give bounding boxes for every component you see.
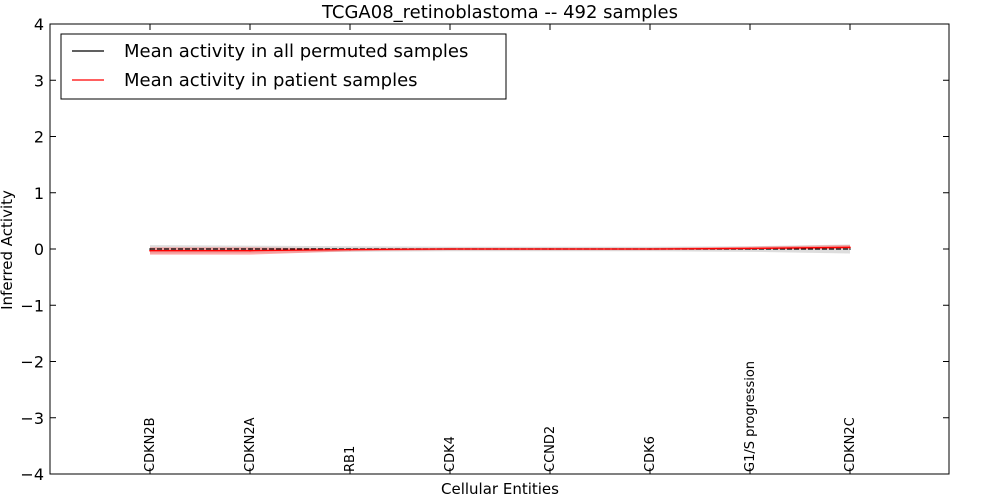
legend: Mean activity in all permuted samples Mea… <box>60 33 507 100</box>
y-tick-label: −3 <box>20 409 44 428</box>
x-tick-label: CDK6 <box>643 436 658 472</box>
y-axis-label: Inferred Activity <box>0 190 16 310</box>
x-axis-label: Cellular Entities <box>441 480 559 498</box>
x-tick-label: CDKN2A <box>243 417 258 472</box>
data-point-s0-0 <box>149 248 151 250</box>
data-point-s1-2 <box>349 248 351 251</box>
x-tick-label: RB1 <box>343 446 358 472</box>
y-tick-label: 4 <box>34 15 44 34</box>
x-tick-label: CCND2 <box>543 426 558 472</box>
data-point-s1-3 <box>449 248 451 250</box>
y-tick-label: −2 <box>20 353 44 372</box>
y-tick-label: −1 <box>20 296 44 315</box>
y-axis: −4 −3 −2 −1 0 1 2 3 4 <box>20 15 949 484</box>
legend-box <box>60 33 507 100</box>
x-tick-label: CDKN2B <box>143 417 158 472</box>
data-point-s1-1 <box>249 249 251 252</box>
x-tick-label: CDKN2C <box>843 417 858 472</box>
chart-title: TCGA08_retinoblastoma -- 492 samples <box>321 2 678 23</box>
legend-label: Mean activity in all permuted samples <box>124 41 468 62</box>
x-axis: CDKN2B CDKN2A RB1 CDK4 CCND2 CDK6 G1/S progres… <box>143 24 858 474</box>
y-tick-label: 3 <box>34 71 44 90</box>
x-tick-label: CDK4 <box>443 436 458 472</box>
y-tick-label: 0 <box>34 240 44 259</box>
series-lines <box>149 246 851 252</box>
y-tick-label: 2 <box>34 128 44 147</box>
data-point-s0-1 <box>249 248 251 250</box>
legend-label: Mean activity in patient samples <box>124 70 418 91</box>
data-point-s0-7 <box>849 248 851 250</box>
confidence-band-series-1 <box>150 245 850 255</box>
data-point-s1-7 <box>849 246 851 249</box>
y-tick-label: 1 <box>34 184 44 203</box>
y-tick-label: −4 <box>20 465 44 484</box>
x-tick-label: G1/S progression <box>743 361 758 472</box>
data-point-s1-4 <box>549 248 551 250</box>
series-line-1 <box>150 246 851 252</box>
data-point-s1-6 <box>749 247 751 250</box>
data-point-s1-0 <box>149 249 151 252</box>
data-point-s1-5 <box>649 248 651 250</box>
